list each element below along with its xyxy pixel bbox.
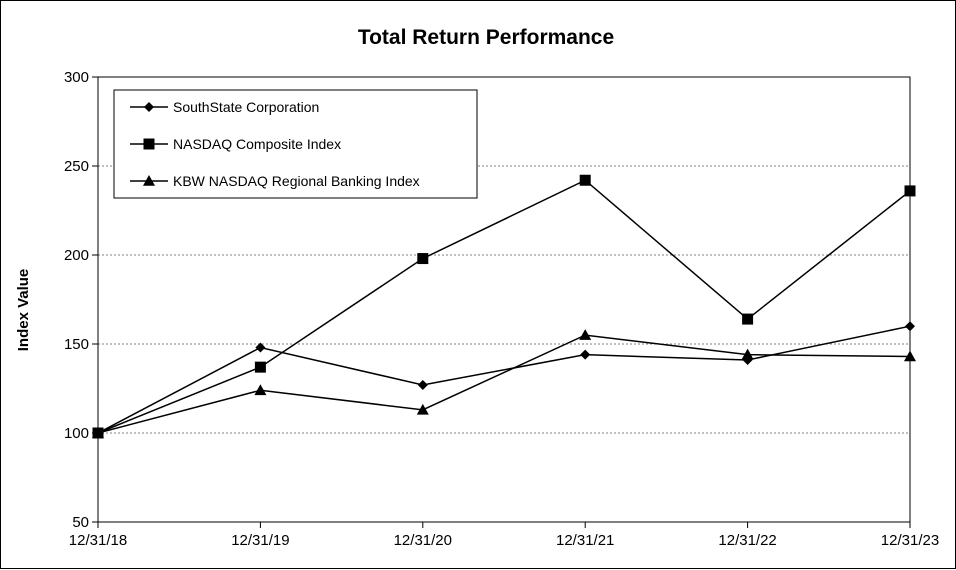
data-point-kbw-nasdaq-regional-banking-index-0 bbox=[92, 427, 104, 438]
series-line-kbw-nasdaq-regional-banking-index bbox=[97, 334, 911, 434]
data-point-nasdaq-composite-index-2 bbox=[417, 253, 429, 265]
data-point-southstate-corporation-3 bbox=[580, 349, 591, 360]
data-point-kbw-nasdaq-regional-banking-index-1 bbox=[254, 384, 267, 396]
data-point-kbw-nasdaq-regional-banking-index-4 bbox=[741, 348, 754, 360]
data-point-nasdaq-composite-index-4 bbox=[742, 313, 754, 325]
x-tick-label-12-31-19: 12/31/19 bbox=[231, 532, 289, 549]
legend-marker-square bbox=[143, 138, 155, 150]
series-nasdaq-composite-index bbox=[92, 174, 916, 439]
x-tick-label-12-31-18: 12/31/18 bbox=[69, 532, 127, 549]
plot-area-border bbox=[97, 76, 911, 523]
y-tick-label-150: 150 bbox=[64, 336, 89, 353]
series-line-southstate-corporation bbox=[97, 325, 911, 434]
legend-marker-diamond bbox=[144, 102, 154, 112]
data-point-southstate-corporation-1 bbox=[255, 342, 266, 353]
data-point-kbw-nasdaq-regional-banking-index-3 bbox=[579, 329, 592, 340]
y-tick-label-300: 300 bbox=[64, 69, 89, 86]
series-kbw-nasdaq-regional-banking-index bbox=[92, 329, 916, 438]
x-tick-label-12-31-22: 12/31/22 bbox=[718, 532, 776, 549]
legend-label: KBW NASDAQ Regional Banking Index bbox=[173, 173, 420, 189]
legend-item-kbw-nasdaq-regional-banking-index: KBW NASDAQ Regional Banking Index bbox=[130, 173, 420, 189]
data-point-southstate-corporation-5 bbox=[905, 321, 915, 332]
data-point-nasdaq-composite-index-3 bbox=[579, 174, 591, 186]
legend-item-nasdaq-composite-index: NASDAQ Composite Index bbox=[130, 136, 341, 152]
y-tick-label-100: 100 bbox=[64, 425, 89, 442]
x-tick-label-12-31-21: 12/31/21 bbox=[556, 532, 614, 549]
chart-title: Total Return Performance bbox=[358, 26, 614, 49]
x-tick-label-12-31-20: 12/31/20 bbox=[394, 532, 452, 549]
y-tick-label-50: 50 bbox=[72, 514, 89, 531]
legend-item-southstate-corporation: SouthState Corporation bbox=[130, 99, 319, 115]
data-point-southstate-corporation-2 bbox=[417, 379, 428, 390]
series-southstate-corporation bbox=[93, 321, 915, 438]
y-tick-label-250: 250 bbox=[64, 158, 89, 175]
y-axis-label: Index Value bbox=[15, 269, 32, 352]
legend-label: NASDAQ Composite Index bbox=[173, 136, 341, 152]
series-group bbox=[92, 174, 916, 439]
data-point-kbw-nasdaq-regional-banking-index-5 bbox=[904, 350, 916, 362]
series-line-nasdaq-composite-index bbox=[97, 179, 911, 434]
gridlines bbox=[98, 165, 910, 434]
data-point-nasdaq-composite-index-1 bbox=[254, 361, 266, 373]
y-tick-label-200: 200 bbox=[64, 247, 89, 264]
legend: SouthState Corporation NASDAQ Composite I… bbox=[113, 89, 478, 199]
data-point-kbw-nasdaq-regional-banking-index-2 bbox=[416, 403, 429, 415]
x-tick-label-12-31-23: 12/31/23 bbox=[881, 532, 939, 549]
legend-marker-triangle bbox=[143, 175, 155, 186]
axes: 50 100 150 200 250 300 12/31/18 12/31/19 12/31/2… bbox=[64, 69, 939, 549]
legend-box bbox=[113, 89, 478, 199]
data-point-nasdaq-composite-index-5 bbox=[904, 185, 916, 197]
legend-label: SouthState Corporation bbox=[173, 99, 319, 115]
